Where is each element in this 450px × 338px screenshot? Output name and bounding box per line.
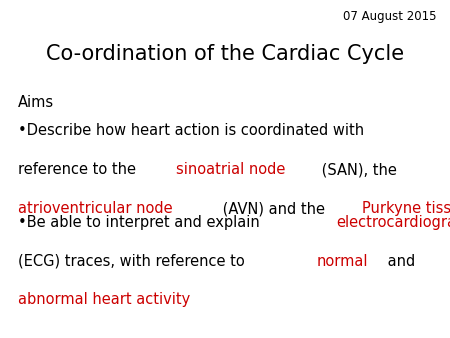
Text: reference to the: reference to the — [18, 162, 140, 177]
Text: Aims: Aims — [18, 95, 54, 110]
Text: (AVN) and the: (AVN) and the — [217, 201, 329, 216]
Text: atrioventricular node: atrioventricular node — [18, 201, 173, 216]
Text: abnormal heart activity: abnormal heart activity — [18, 292, 190, 307]
Text: •Be able to interpret and explain: •Be able to interpret and explain — [18, 215, 265, 230]
Text: (ECG) traces, with reference to: (ECG) traces, with reference to — [18, 254, 249, 268]
Text: •Describe how heart action is coordinated with: •Describe how heart action is coordinate… — [18, 123, 364, 138]
Text: (SAN), the: (SAN), the — [317, 162, 397, 177]
Text: normal: normal — [316, 254, 368, 268]
Text: Co-ordination of the Cardiac Cycle: Co-ordination of the Cardiac Cycle — [46, 44, 404, 64]
Text: sinoatrial node: sinoatrial node — [176, 162, 286, 177]
Text: and: and — [383, 254, 415, 268]
Text: 07 August 2015: 07 August 2015 — [343, 10, 436, 23]
Text: Purkyne tissue: Purkyne tissue — [361, 201, 450, 216]
Text: electrocardiogram: electrocardiogram — [336, 215, 450, 230]
